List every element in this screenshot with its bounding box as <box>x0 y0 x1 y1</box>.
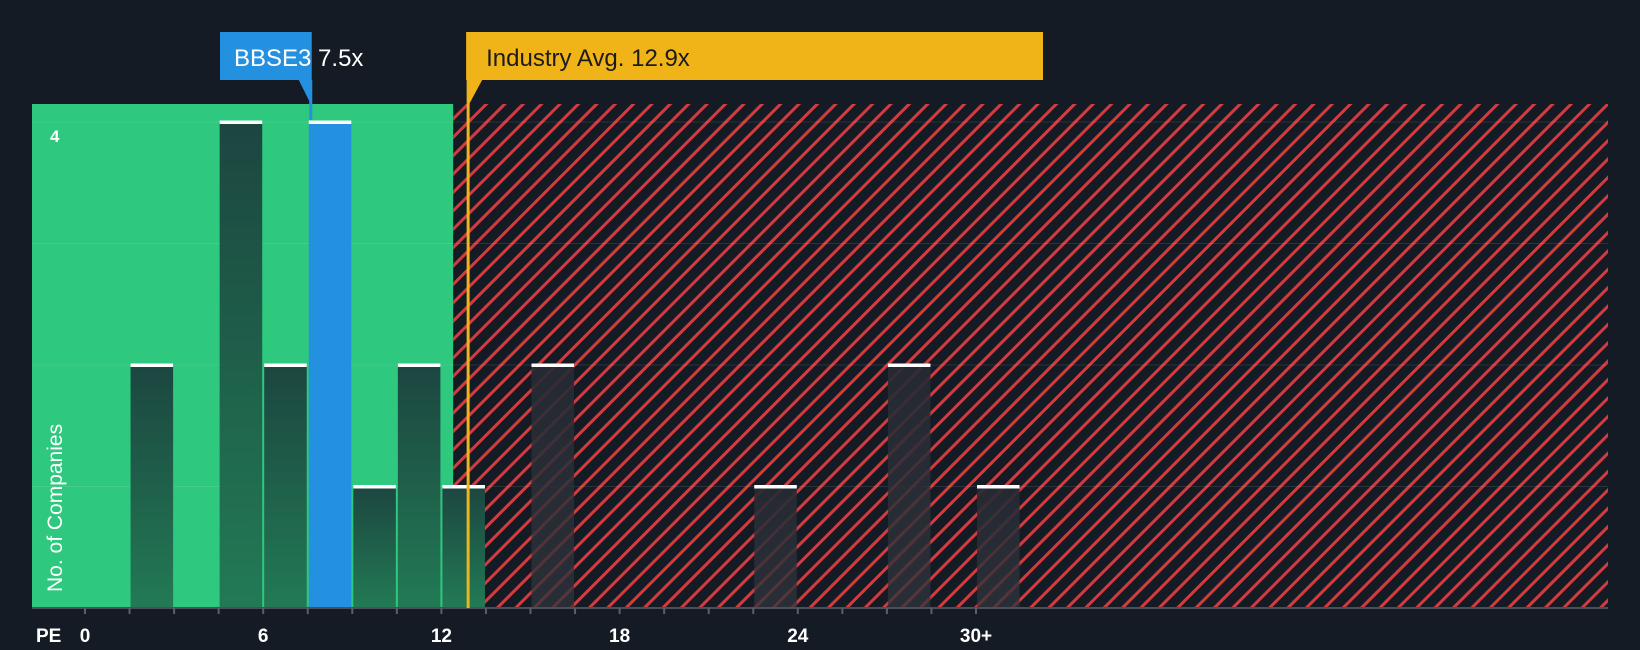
bar-cap <box>264 363 307 367</box>
x-tick-label: 30+ <box>960 626 992 647</box>
bar <box>442 486 485 608</box>
bar-cap <box>353 485 396 489</box>
bar <box>130 365 174 608</box>
bar-cap <box>887 363 931 367</box>
company-callout-label: BBSE3 7.5x <box>234 45 363 72</box>
y-axis-title: No. of Companies <box>44 424 67 592</box>
bar-cap <box>754 485 797 489</box>
industry-callout-box <box>466 32 1043 106</box>
bar <box>353 486 396 608</box>
bar <box>531 365 575 608</box>
bar-cap <box>977 485 1020 489</box>
bar-cap <box>308 120 352 124</box>
x-tick-label: 0 <box>80 626 91 647</box>
industry-average-callout: Industry Avg. 12.9x <box>466 32 1043 106</box>
x-tick-label: 6 <box>258 626 269 647</box>
bar <box>219 122 263 608</box>
company-callout-box <box>220 32 312 106</box>
y-tick-label: 4 <box>50 127 60 146</box>
bars <box>130 120 1020 608</box>
x-axis: 0 6 12 18 24 30+ <box>80 608 992 647</box>
overvalued-zone <box>453 104 1608 608</box>
bar <box>397 365 441 608</box>
bar <box>264 365 307 608</box>
bar-cap <box>130 363 174 367</box>
bar <box>887 365 931 608</box>
bar <box>977 486 1020 608</box>
bar-company-bin <box>308 122 352 608</box>
company-callout: BBSE3 7.5x <box>220 32 363 120</box>
x-tick-label: 24 <box>787 626 809 647</box>
x-axis-title: PE <box>36 626 61 647</box>
bar-cap <box>442 485 485 489</box>
x-tick-label: 12 <box>431 626 452 647</box>
x-tick-label: 18 <box>609 626 630 647</box>
industry-callout-label: Industry Avg. 12.9x <box>486 45 690 72</box>
bar-cap <box>531 363 575 367</box>
bar-cap <box>219 120 263 124</box>
bar <box>754 486 797 608</box>
bar-cap <box>397 363 441 367</box>
